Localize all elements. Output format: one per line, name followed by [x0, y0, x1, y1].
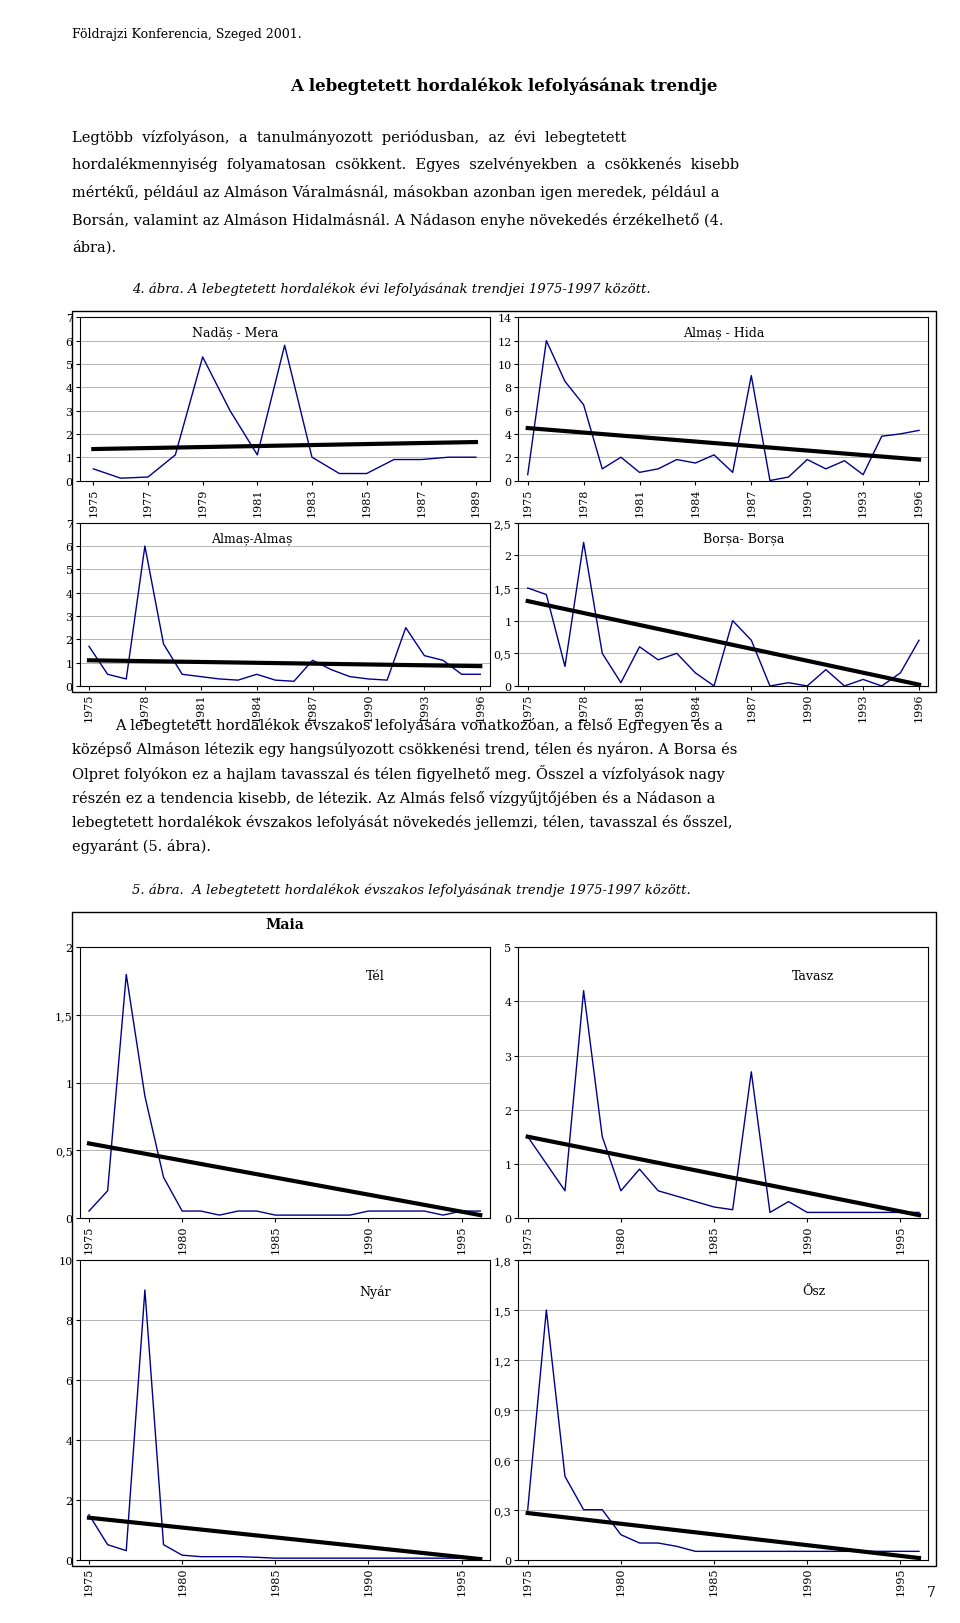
Text: részén ez a tendencia kisebb, de létezik. Az Almás felső vízgyűjtőjében és a Nád: részén ez a tendencia kisebb, de létezik…: [72, 790, 715, 805]
Text: 5. ábra.  A lebegtetett hordalékok évszakos lefolyásának trendje 1975-1997 közöt: 5. ábra. A lebegtetett hordalékok évszak…: [132, 883, 691, 896]
Text: Borșa- Borșa: Borșa- Borșa: [703, 532, 784, 545]
Text: Földrajzi Konferencia, Szeged 2001.: Földrajzi Konferencia, Szeged 2001.: [72, 28, 301, 41]
Text: Ősz: Ősz: [802, 1284, 826, 1297]
Text: Legtöbb  vízfolyáson,  a  tanulmányozott  periódusban,  az  évi  lebegtetett: Legtöbb vízfolyáson, a tanulmányozott pe…: [72, 130, 626, 144]
Text: 7: 7: [927, 1586, 936, 1599]
Text: A lebegtetett hordalékok lefolyásának trendje: A lebegtetett hordalékok lefolyásának tr…: [290, 78, 718, 94]
Text: középső Almáson létezik egy hangsúlyozott csökkenési trend, télen és nyáron. A B: középső Almáson létezik egy hangsúlyozot…: [72, 742, 737, 756]
Text: Tél: Tél: [366, 969, 384, 982]
Text: Borsán, valamint az Almáson Hidalmásnál. A Nádason enyhe növekedés érzékelhető (: Borsán, valamint az Almáson Hidalmásnál.…: [72, 213, 724, 227]
Text: 4. ábra. A lebegtetett hordalékok évi lefolyásának trendjei 1975-1997 között.: 4. ábra. A lebegtetett hordalékok évi le…: [132, 282, 651, 295]
Text: mértékű, például az Almáson Váralmásnál, másokban azonban igen meredek, például : mértékű, például az Almáson Váralmásnál,…: [72, 185, 719, 200]
Text: Tavasz: Tavasz: [792, 969, 835, 982]
Text: Maia: Maia: [265, 917, 304, 932]
Text: Nadăș - Mera: Nadăș - Mera: [192, 326, 278, 339]
Text: Olpret folyókon ez a hajlam tavasszal és télen figyelhető meg. Ősszel a vízfolyá: Olpret folyókon ez a hajlam tavasszal és…: [72, 764, 725, 782]
Text: Nyár: Nyár: [359, 1284, 391, 1298]
Text: hordalékmennyiség  folyamatosan  csökkent.  Egyes  szelvényekben  a  csökkenés  : hordalékmennyiség folyamatosan csökkent.…: [72, 157, 739, 172]
Text: A lebegtetett hordalékok évszakos lefolyására vonatkozóan, a felső Egregyen és a: A lebegtetett hordalékok évszakos lefoly…: [115, 717, 723, 732]
Text: lebegtetett hordalékok évszakos lefolyását növekedés jellemzi, télen, tavasszal : lebegtetett hordalékok évszakos lefolyás…: [72, 815, 732, 829]
Text: Almaș - Hida: Almaș - Hida: [683, 326, 764, 339]
Text: ábra).: ábra).: [72, 240, 116, 255]
Text: egyaránt (5. ábra).: egyaránt (5. ábra).: [72, 839, 211, 854]
Text: Almaș-Almaș: Almaș-Almaș: [211, 532, 293, 545]
